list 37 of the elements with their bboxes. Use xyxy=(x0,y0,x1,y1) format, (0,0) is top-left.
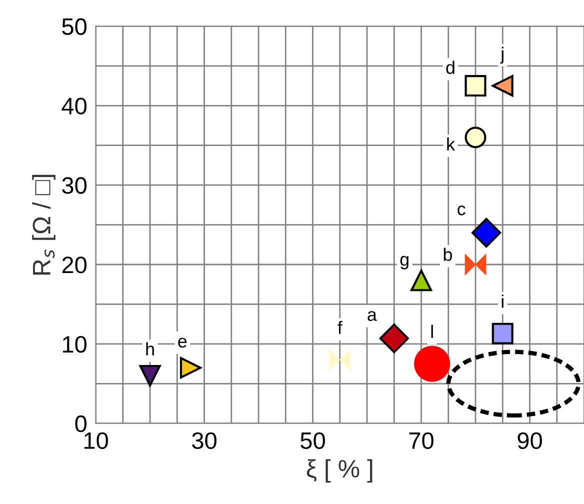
series-label: l xyxy=(431,324,433,338)
point xyxy=(180,356,202,379)
series-label: e xyxy=(178,338,187,348)
series-label: i xyxy=(502,294,504,308)
x-tick-label: 70 xyxy=(409,432,434,450)
y-tick-label: 10 xyxy=(62,336,87,353)
x-tick-label: 90 xyxy=(518,432,542,450)
series-label: c xyxy=(458,205,466,216)
point xyxy=(464,254,486,276)
y-tick-label: 40 xyxy=(62,98,87,114)
y-tick-label: 20 xyxy=(62,256,87,274)
x-tick-label: 10 xyxy=(84,432,108,450)
series-label: g xyxy=(400,256,408,270)
point xyxy=(410,270,432,292)
point xyxy=(472,218,502,248)
y-tick-label: 50 xyxy=(62,18,87,35)
point xyxy=(464,75,486,97)
series-label: k xyxy=(447,137,456,150)
point xyxy=(464,126,486,148)
point xyxy=(379,324,409,354)
series-label: d xyxy=(446,60,454,74)
point xyxy=(139,364,161,386)
y-axis-title: R$_{s}$ [Ω / □] xyxy=(32,174,56,275)
series-label: b xyxy=(444,248,452,262)
series-label: a xyxy=(368,311,377,321)
x-tick-label: 50 xyxy=(300,432,325,450)
series-label: f xyxy=(338,320,342,334)
x-axis-title: ξ [ % ] xyxy=(306,459,372,483)
point xyxy=(492,75,514,97)
point xyxy=(329,349,351,371)
y-tick-label: 30 xyxy=(62,177,87,194)
x-tick-label: 30 xyxy=(192,432,216,450)
point xyxy=(492,322,514,344)
point xyxy=(414,346,450,382)
series-label: j xyxy=(500,46,504,64)
series-label: h xyxy=(146,342,154,356)
y-tick-label: 0 xyxy=(75,415,87,432)
